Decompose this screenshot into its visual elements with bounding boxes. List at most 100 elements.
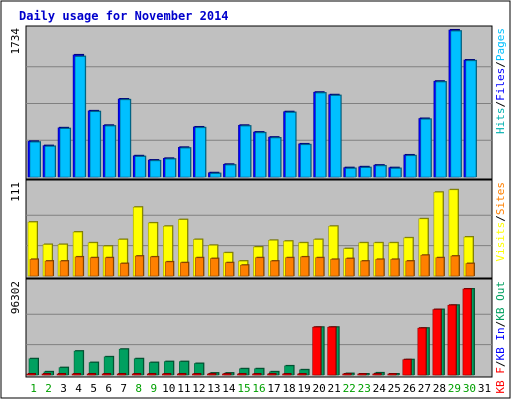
bar-kbytes-kb-f-4 [71,373,81,376]
bar-visits-sites-1 [29,259,39,277]
bar-visits-sites-9 [149,256,159,277]
bar-kbytes-kb-f-5 [86,373,96,376]
bar-visits-sites-27 [420,254,430,277]
bar-visits-sites-7 [119,263,129,277]
bar-visits-sites-17 [270,260,279,277]
x-tick-label-13: 13 [207,382,220,395]
bar-kbytes-kb-f-28 [432,309,442,376]
bar-visits-sites-21 [330,259,339,277]
bar-visits-sites-28 [435,257,445,277]
bar-kbytes-kb-f-21 [327,326,336,376]
x-tick-label-15: 15 [237,382,250,395]
x-tick-label-16: 16 [252,382,265,395]
bar-kbytes-kb-f-10 [161,373,171,376]
bar-kbytes-kb-out-7 [118,348,129,376]
bar-kbytes-kb-f-2 [41,373,51,376]
bar-hits-pages-19 [300,144,311,178]
legend-item-hits: Hits [494,108,507,135]
bar-hits-pages-21 [330,95,341,178]
bar-visits-sites-8 [134,255,144,277]
bar-visits-sites-5 [89,257,99,277]
legend-item-kb-in: KB In [494,327,507,360]
x-tick-label-31: 31 [478,382,491,395]
x-tick-label-27: 27 [418,382,431,395]
bar-hits-pages-17 [270,137,281,178]
bar-hits-pages-12 [195,127,206,178]
bar-hits-pages-16 [255,132,266,178]
bar-hits-pages-23 [360,167,372,178]
bar-kbytes-kb-f-6 [101,373,111,376]
x-tick-label-25: 25 [388,382,401,395]
bar-kbytes-kb-f-23 [357,373,367,376]
x-tick-label-30: 30 [463,382,476,395]
legend-hits: Hits/Files/Pages [494,28,507,134]
bar-kbytes-kb-out-4 [73,350,84,376]
bar-hits-pages-30 [465,60,477,178]
bar-visits-sites-24 [375,259,385,277]
legend-separator: / [494,361,507,368]
x-tick-label-19: 19 [297,382,310,395]
bar-hits-pages-25 [390,168,402,178]
x-tick-label-23: 23 [358,382,371,395]
x-tick-label-5: 5 [90,382,97,395]
bar-hits-pages-28 [435,81,447,178]
bar-kbytes-kb-f-8 [131,373,141,376]
bar-hits-pages-10 [164,158,176,178]
bar-kbytes-kb-f-18 [282,373,291,376]
x-tick-label-14: 14 [222,382,236,395]
bar-kbytes-kb-f-16 [252,373,261,376]
bar-visits-sites-2 [44,260,54,277]
x-tick-label-10: 10 [162,382,175,395]
legend-item-pages: Pages [494,28,507,61]
bar-hits-pages-27 [420,119,432,178]
bar-hits-pages-7 [119,99,131,178]
bar-kbytes-kb-out-6 [103,356,114,376]
bar-visits-sites-16 [255,257,264,277]
bar-visits-sites-15 [240,264,249,277]
x-tick-label-7: 7 [120,382,127,395]
x-tick-label-4: 4 [75,382,82,395]
x-tick-label-2: 2 [45,382,52,395]
legend-item-files: Files [494,68,507,101]
bar-hits-pages-14 [225,164,236,178]
bar-hits-pages-22 [345,168,356,178]
x-tick-label-9: 9 [150,382,157,395]
legend-item-kb-out: KB Out [494,281,507,321]
bar-visits-sites-18 [285,257,294,277]
bar-kbytes-kb-f-24 [372,373,382,376]
x-tick-label-21: 21 [328,382,341,395]
bar-kbytes-kb-f-29 [447,304,457,376]
bar-kbytes-kb-f-11 [177,373,186,376]
y-max-label-hits: 1734 [9,28,22,55]
bar-kbytes-kb-f-15 [237,373,246,376]
legend-separator: / [494,61,507,68]
bar-kbytes-kb-f-19 [297,373,306,376]
x-tick-label-11: 11 [177,382,190,395]
legend-kbytes: KB F/KB In/KB Out [494,281,507,394]
x-tick-label-18: 18 [282,382,295,395]
bar-kbytes-kb-out-11 [179,361,189,376]
bar-visits-sites-6 [104,257,114,277]
bar-kbytes-kb-out-10 [163,361,174,376]
bar-kbytes-kb-f-3 [56,373,66,376]
bar-hits-pages-4 [74,56,86,178]
bar-visits-sites-4 [74,256,84,277]
bar-kbytes-kb-f-22 [342,373,351,376]
bar-visits-sites-12 [195,257,204,277]
bar-hits-pages-9 [149,160,161,178]
bar-hits-pages-6 [104,125,116,178]
bar-kbytes-kb-f-26 [402,359,412,376]
bar-visits-sites-13 [210,258,219,277]
x-tick-label-12: 12 [192,382,205,395]
bar-hits-pages-5 [89,111,101,178]
bar-visits-sites-25 [390,259,400,277]
bar-visits-sites-22 [345,258,354,277]
bar-visits-sites-3 [59,260,69,277]
bar-hits-pages-29 [450,30,462,178]
legend-item-visits: Visits [494,222,507,262]
x-tick-label-1: 1 [30,382,37,395]
bar-kbytes-kb-f-1 [26,373,36,376]
y-max-label-visits: 111 [9,182,22,202]
bar-kbytes-kb-out-8 [133,358,144,376]
